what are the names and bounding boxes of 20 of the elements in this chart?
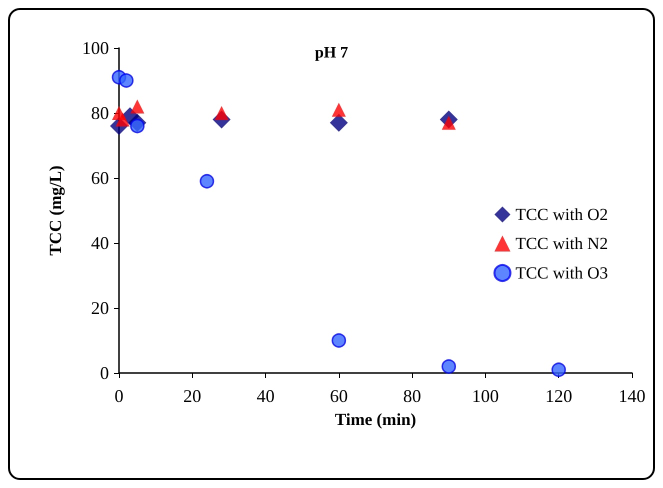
- x-tick-label: 80: [403, 386, 422, 406]
- x-tick-label: 100: [472, 386, 499, 406]
- y-tick-label: 40: [91, 233, 109, 253]
- y-tick-label: 60: [91, 168, 109, 188]
- legend-label: TCC with O2: [515, 205, 608, 224]
- y-tick-label: 100: [82, 38, 109, 58]
- chart-title: pH 7: [314, 44, 348, 62]
- x-tick-label: 0: [114, 386, 124, 406]
- y-tick-label: 20: [91, 298, 109, 318]
- legend-label: TCC with N2: [515, 234, 608, 253]
- y-tick-label: 80: [91, 103, 109, 123]
- legend-label: TCC with O3: [515, 264, 608, 282]
- y-tick-label: 0: [100, 363, 109, 383]
- x-axis-title: Time (min): [334, 410, 416, 429]
- x-tick-label: 120: [545, 386, 572, 406]
- x-tick-label: 40: [256, 386, 275, 406]
- x-tick-label: 20: [183, 386, 202, 406]
- x-tick-label: 140: [618, 386, 646, 406]
- y-axis-title: TCC (mg/L): [46, 165, 65, 256]
- x-tick-label: 60: [330, 386, 348, 406]
